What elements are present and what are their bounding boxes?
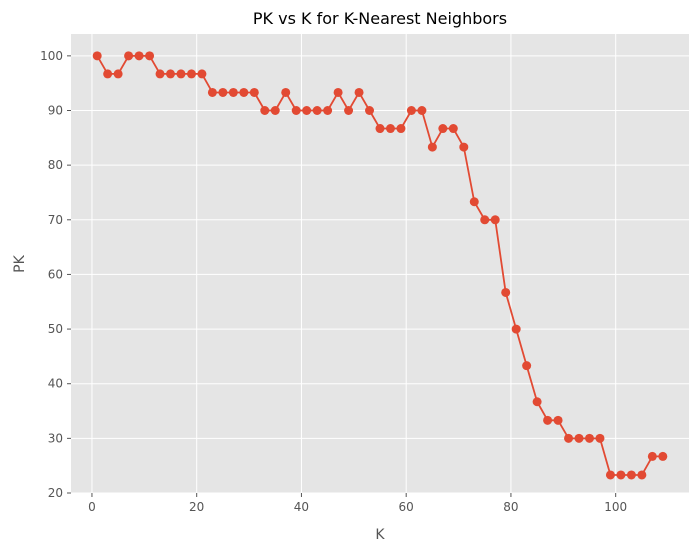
data-point <box>228 87 238 97</box>
data-point <box>176 69 186 79</box>
data-point <box>616 470 626 480</box>
y-tick-label: 90 <box>48 104 63 118</box>
data-point <box>448 124 458 134</box>
plot-area <box>71 34 689 493</box>
y-tick-label: 60 <box>48 267 63 281</box>
data-point <box>532 397 542 407</box>
data-point <box>145 51 155 61</box>
data-point <box>218 87 228 97</box>
data-point <box>239 87 249 97</box>
x-tick-label: 80 <box>503 500 518 514</box>
data-point <box>417 106 427 115</box>
data-point <box>281 87 291 97</box>
x-tick-label: 100 <box>604 500 627 514</box>
y-tick-label: 80 <box>48 158 63 172</box>
data-point <box>490 215 500 225</box>
data-point <box>647 451 657 461</box>
data-point <box>270 106 280 115</box>
data-point <box>103 69 113 79</box>
y-tick-label: 50 <box>48 322 63 336</box>
data-point <box>302 106 312 115</box>
x-tick-label: 40 <box>294 500 309 514</box>
data-point <box>396 124 406 134</box>
data-point <box>605 470 615 480</box>
x-tick-label: 60 <box>399 500 414 514</box>
data-point <box>375 124 385 134</box>
y-tick-label: 30 <box>48 431 63 445</box>
data-point <box>260 106 270 115</box>
data-point <box>438 124 448 134</box>
data-point <box>459 142 469 152</box>
data-point <box>197 69 207 79</box>
y-tick-label: 100 <box>40 49 63 63</box>
data-point <box>501 287 511 297</box>
x-axis-label: K <box>375 527 385 543</box>
data-point <box>406 106 416 115</box>
data-point <box>344 106 354 115</box>
data-point <box>155 69 165 79</box>
data-point <box>92 51 102 61</box>
x-tick-label: 0 <box>88 500 96 514</box>
data-point <box>323 106 333 115</box>
grid <box>71 34 689 494</box>
data-point <box>427 142 437 152</box>
data-point <box>658 451 668 461</box>
data-point <box>134 51 144 61</box>
data-point <box>511 324 521 334</box>
data-point <box>207 87 217 97</box>
data-point <box>113 69 123 79</box>
data-point <box>186 69 196 79</box>
data-point <box>543 415 553 425</box>
data-point <box>124 51 134 61</box>
data-point <box>166 69 176 79</box>
data-point <box>584 433 594 443</box>
data-point <box>574 433 584 443</box>
ticks: 0 20 40 60 80 100 20 30 40 50 60 70 80 90 100 <box>40 49 627 514</box>
chart-title: PK vs K for K-Nearest Neighbors <box>253 9 507 28</box>
data-point <box>637 470 647 480</box>
x-tick-label: 20 <box>189 500 204 514</box>
data-point <box>564 433 574 443</box>
data-point <box>469 197 479 207</box>
y-axis-label: PK <box>12 254 28 272</box>
y-tick-label: 20 <box>48 486 63 500</box>
y-tick-label: 70 <box>48 213 63 227</box>
y-tick-label: 40 <box>48 377 63 391</box>
data-point <box>595 433 605 443</box>
data-point <box>333 87 343 97</box>
data-point <box>354 87 364 97</box>
data-point <box>626 470 636 480</box>
data-point <box>522 361 532 371</box>
data-point <box>312 106 322 115</box>
data-point <box>291 106 301 115</box>
data-point <box>480 215 490 225</box>
series-layer <box>92 51 668 480</box>
data-point <box>385 124 395 134</box>
data-point <box>249 87 259 97</box>
data-point <box>553 415 563 425</box>
data-point <box>365 106 375 115</box>
